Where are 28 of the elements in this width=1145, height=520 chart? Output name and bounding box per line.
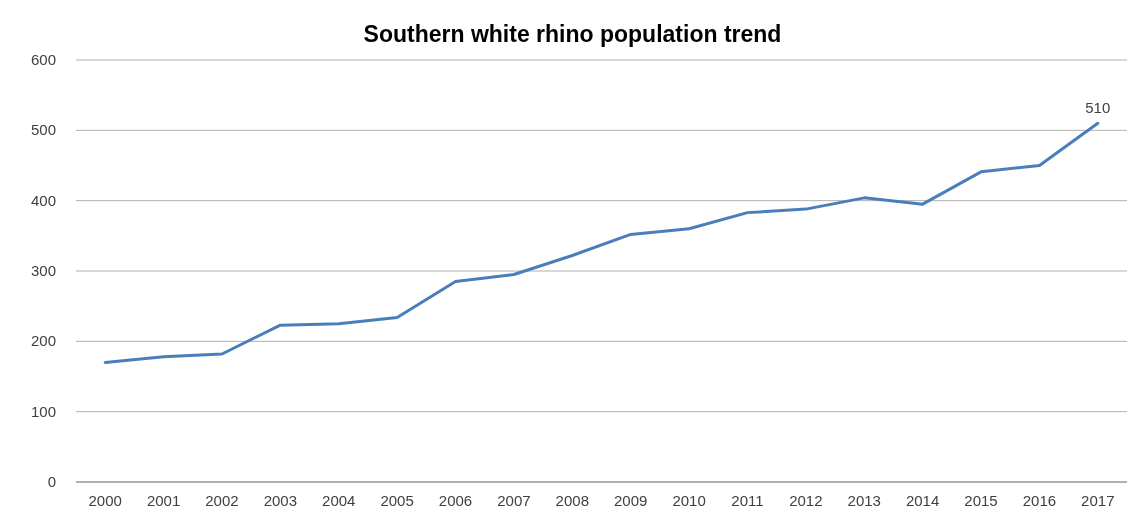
x-tick-label: 2001 [146,492,181,509]
y-tick-label: 400 [30,191,56,209]
y-tick-label: 500 [30,121,56,139]
x-tick-label: 2015 [964,492,998,509]
x-tick-label: 2012 [789,492,823,509]
chart-title: Southern white rhino population trend [363,21,782,47]
data-label: 510 [1085,99,1111,117]
y-tick-label: 200 [30,332,56,350]
x-tick-label: 2000 [88,492,122,509]
y-tick-label: 100 [30,402,56,420]
x-tick-label: 2004 [322,492,356,509]
x-tick-label: 2011 [731,492,764,509]
x-tick-label: 2009 [614,492,648,509]
x-tick-label: 2014 [905,492,940,509]
x-tick-label: 2005 [380,492,414,509]
y-tick-label: 600 [30,51,56,68]
x-tick-label: 2006 [438,492,473,509]
x-tick-label: 2002 [205,492,239,509]
y-tick-label: 0 [47,473,56,490]
x-tick-label: 2008 [555,492,589,509]
x-tick-label: 2013 [847,492,881,509]
x-tick-label: 2003 [263,492,298,509]
x-tick-label: 2017 [1081,492,1115,509]
y-tick-label: 300 [30,262,56,279]
x-tick-label: 2016 [1022,492,1057,509]
line-series [103,121,1100,364]
x-tick-label: 2007 [497,492,531,509]
x-tick-label: 2010 [672,492,706,509]
